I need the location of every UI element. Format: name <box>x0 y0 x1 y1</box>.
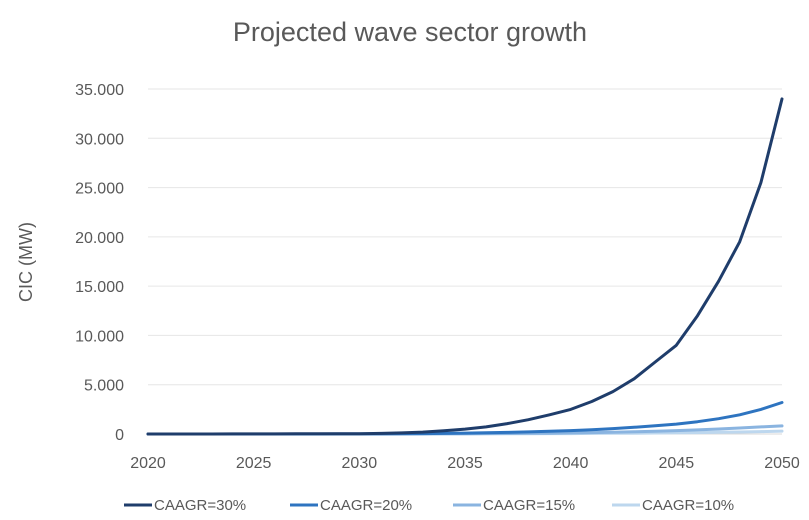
y-tick-label: 30.000 <box>75 131 124 148</box>
y-tick-labels: 0 5.000 10.000 15.000 20.000 25.000 30.000 35.0… <box>75 82 124 444</box>
x-tick-label: 2050 <box>764 455 800 472</box>
legend-item: CAAGR=30% <box>124 497 246 514</box>
series-line <box>146 97 784 436</box>
x-tick-label: 2040 <box>553 455 589 472</box>
legend-item: CAAGR=15% <box>453 497 575 514</box>
x-tick-label: 2030 <box>342 455 378 472</box>
legend-label: CAAGR=30% <box>154 497 246 514</box>
gridlines <box>148 88 782 435</box>
legend-label: CAAGR=10% <box>642 497 734 514</box>
x-tick-label: 2045 <box>659 455 695 472</box>
x-tick-labels: 2020 2025 2030 2035 2040 2045 2050 <box>130 455 800 472</box>
x-tick-label: 2025 <box>236 455 272 472</box>
y-tick-label: 20.000 <box>75 230 124 247</box>
y-tick-label: 0 <box>115 427 124 444</box>
y-axis-label: CIC (MW) <box>16 222 36 302</box>
chart-title: Projected wave sector growth <box>233 17 587 47</box>
legend-label: CAAGR=15% <box>483 497 575 514</box>
series-lines <box>146 97 784 436</box>
x-tick-label: 2035 <box>447 455 483 472</box>
legend-label: CAAGR=20% <box>320 497 412 514</box>
legend: CAAGR=30% CAAGR=20% CAAGR=15% CAAGR=10% <box>124 497 734 514</box>
y-tick-label: 25.000 <box>75 181 124 198</box>
y-tick-label: 35.000 <box>75 82 124 99</box>
legend-item: CAAGR=20% <box>290 497 412 514</box>
legend-item: CAAGR=10% <box>612 497 734 514</box>
x-tick-label: 2020 <box>130 455 166 472</box>
y-tick-label: 15.000 <box>75 279 124 296</box>
y-tick-label: 5.000 <box>84 378 124 395</box>
y-tick-label: 10.000 <box>75 328 124 345</box>
